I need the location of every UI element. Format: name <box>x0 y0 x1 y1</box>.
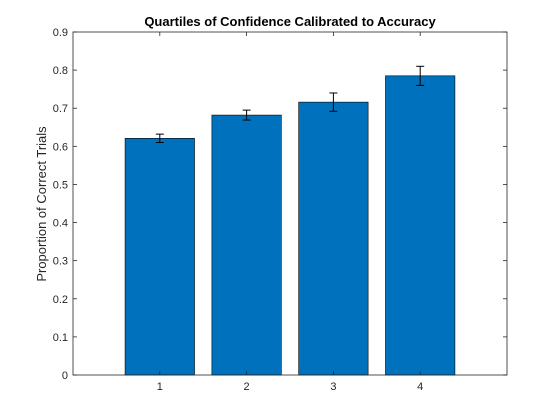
bar-3 <box>298 101 369 376</box>
axes-box <box>72 31 508 376</box>
error-bars-layer <box>155 65 425 144</box>
y-tick-label: 0.3 <box>53 256 68 268</box>
y-tick-label: 0.5 <box>53 179 68 191</box>
chart-title: Quartiles of Confidence Calibrated to Ac… <box>144 14 436 29</box>
bar-2 <box>211 114 282 376</box>
axes-layer <box>72 31 508 376</box>
x-tick-label: 4 <box>417 381 423 393</box>
x-tick-label: 1 <box>157 381 163 393</box>
ticks-layer: 0 0.1 0.2 0.3 0.4 0.5 0.6 0.7 0.8 0.9 1 2 3 4 <box>53 27 507 393</box>
y-tick-label: 0.7 <box>53 103 68 115</box>
y-tick-label: 0 <box>62 370 68 382</box>
y-tick-label: 0.6 <box>53 141 68 153</box>
x-tick-label: 3 <box>330 381 336 393</box>
y-tick-label: 0.1 <box>53 332 68 344</box>
y-tick-label: 0.4 <box>53 218 68 230</box>
y-tick-label: 0.8 <box>53 65 68 77</box>
y-tick-label: 0.2 <box>53 294 68 306</box>
bar-4 <box>385 75 456 376</box>
y-tick-label: 0.9 <box>53 27 68 39</box>
bar-1 <box>124 138 195 376</box>
x-tick-label: 2 <box>244 381 250 393</box>
y-axis-label: Proportion of Correct Trials <box>34 126 49 282</box>
